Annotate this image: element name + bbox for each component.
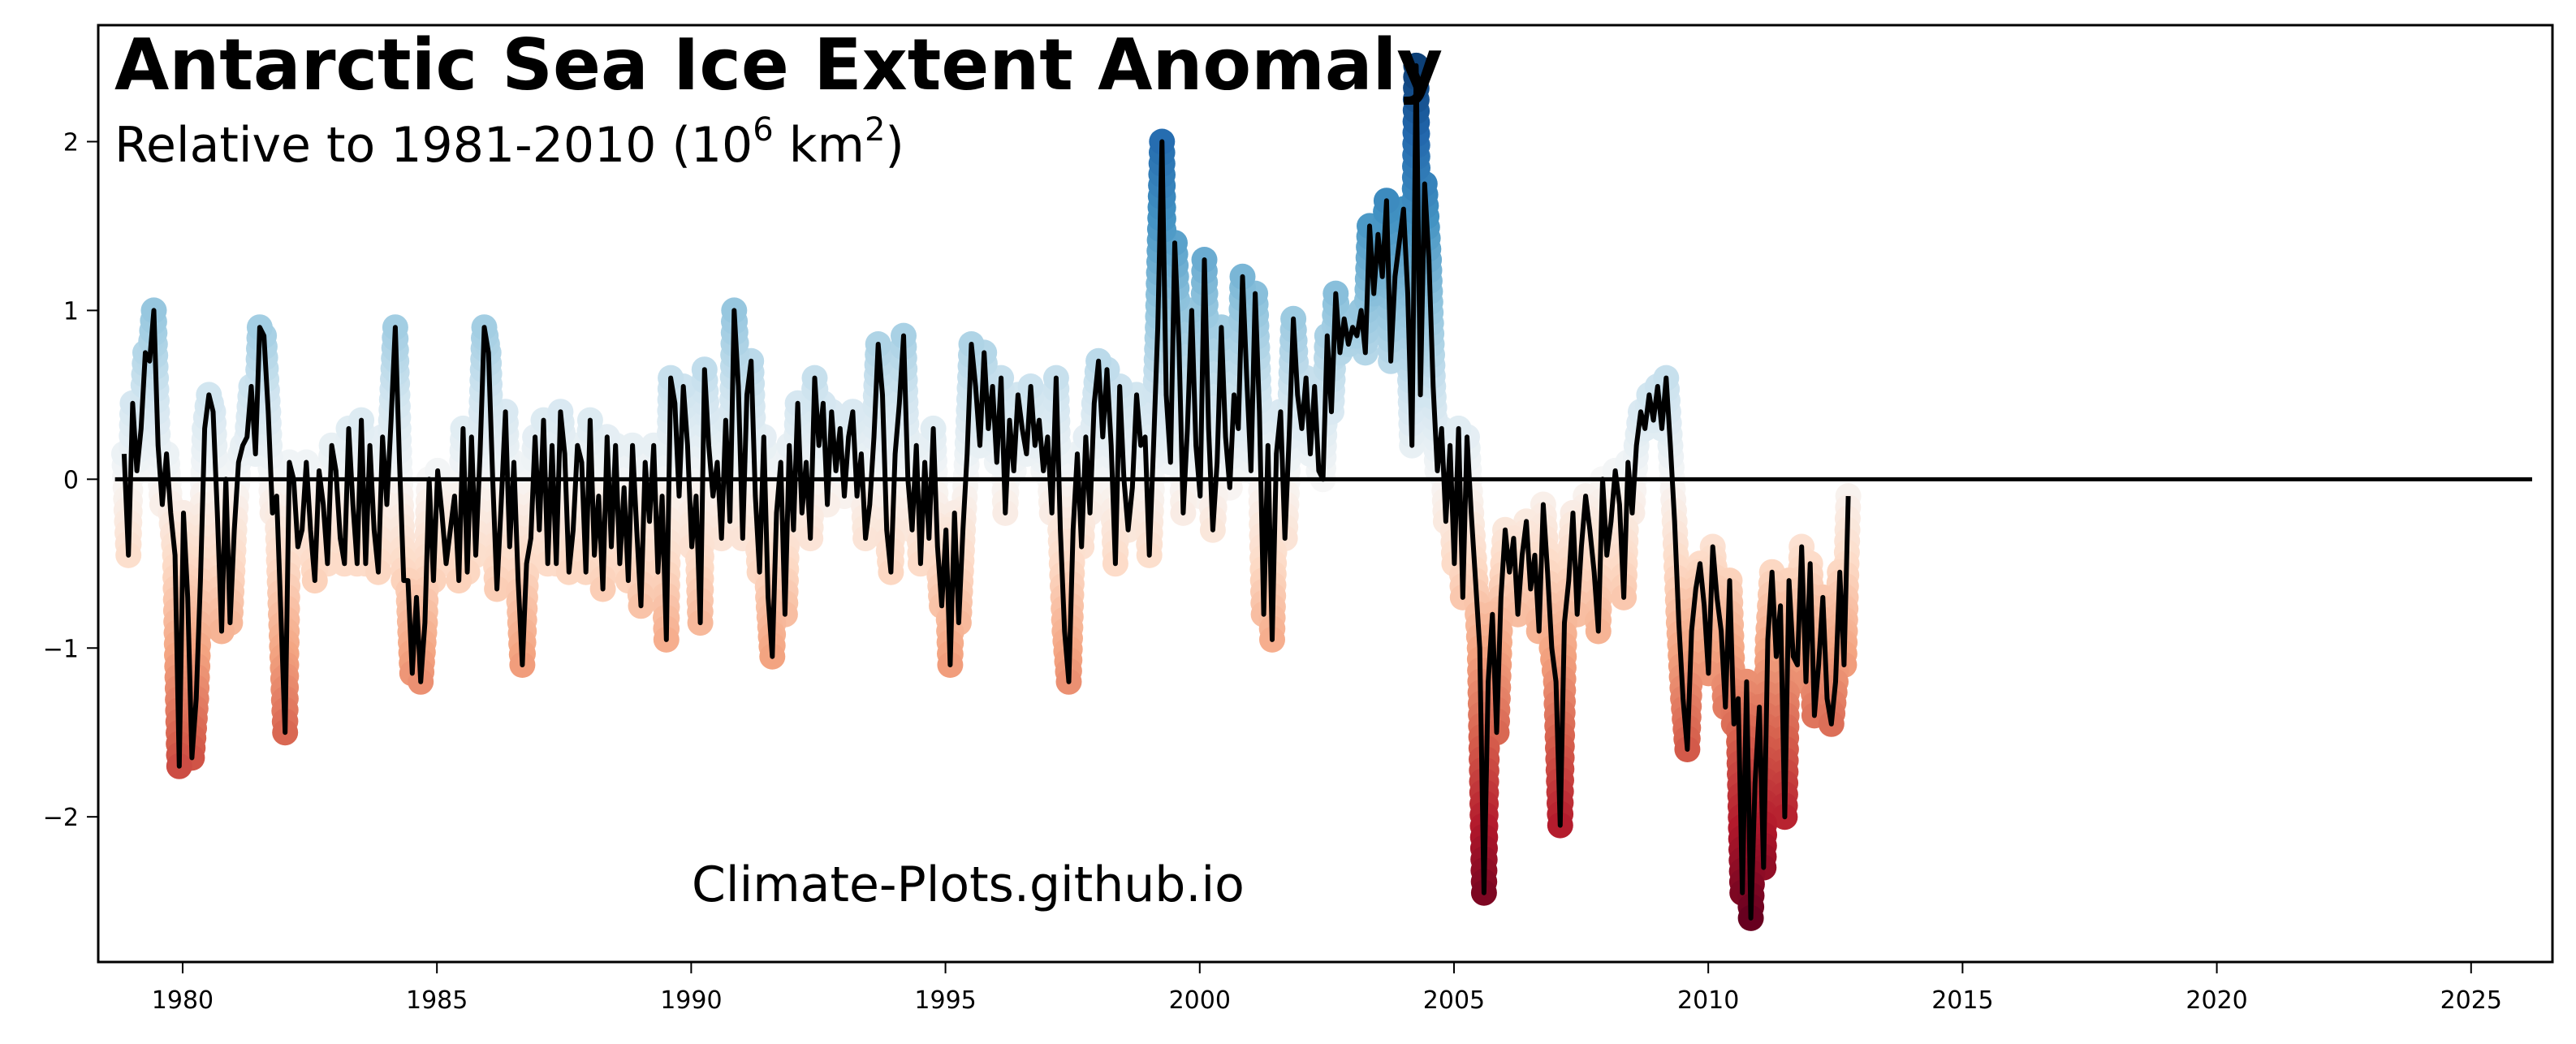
y-tick-label: 0: [63, 466, 79, 494]
chart-title: Antarctic Sea Ice Extent Anomaly: [114, 24, 1443, 106]
y-tick-label: 1: [63, 297, 79, 326]
anomaly-line: [121, 63, 1851, 921]
x-tick-label: 2000: [1169, 986, 1231, 1015]
x-tick-label: 1990: [660, 986, 722, 1015]
x-tick-label: 1980: [152, 986, 214, 1015]
x-tick-label: 2020: [2186, 986, 2247, 1015]
x-tick-label: 2005: [1423, 986, 1485, 1015]
x-tick-label: 1995: [914, 986, 976, 1015]
x-tick-label: 2025: [2440, 986, 2502, 1015]
x-tick-label: 1985: [406, 986, 468, 1015]
chart-subtitle: Relative to 1981-2010 (106 km2): [114, 111, 904, 174]
y-tick-label: −1: [43, 635, 79, 663]
y-axis: −2 −1 0 1 2: [43, 128, 98, 832]
y-tick-label: −2: [43, 804, 79, 832]
x-tick-label: 2010: [1677, 986, 1739, 1015]
watermark-text: Climate-Plots.github.io: [692, 856, 1245, 913]
x-tick-label: 2015: [1931, 986, 1993, 1015]
y-tick-label: 2: [63, 128, 79, 157]
anomaly-line-layer: [121, 63, 1851, 921]
x-axis: 1980 1985 1990 1995 2000 2005 2010 2015 2020 2025: [152, 962, 2502, 1015]
plot-frame: [97, 24, 2554, 964]
